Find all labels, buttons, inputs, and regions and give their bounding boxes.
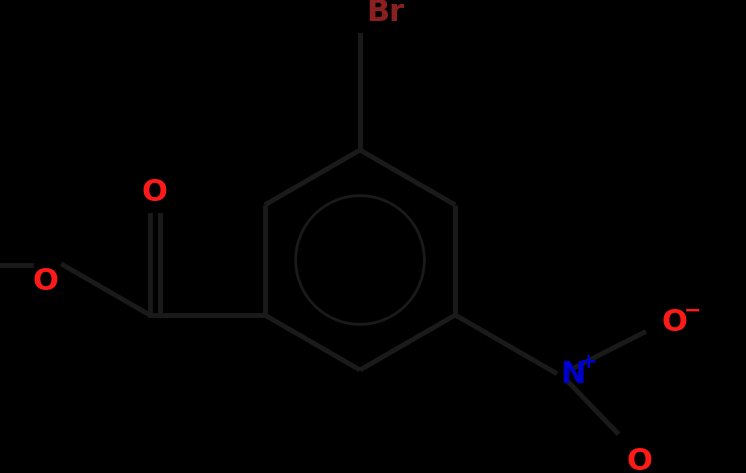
Text: O: O — [627, 447, 653, 473]
Text: O: O — [662, 308, 688, 337]
Text: O: O — [32, 267, 58, 296]
Text: Br: Br — [366, 0, 404, 27]
Text: N: N — [560, 360, 585, 389]
Text: O: O — [142, 178, 168, 207]
Text: +: + — [580, 352, 598, 373]
Text: −: − — [684, 300, 701, 321]
